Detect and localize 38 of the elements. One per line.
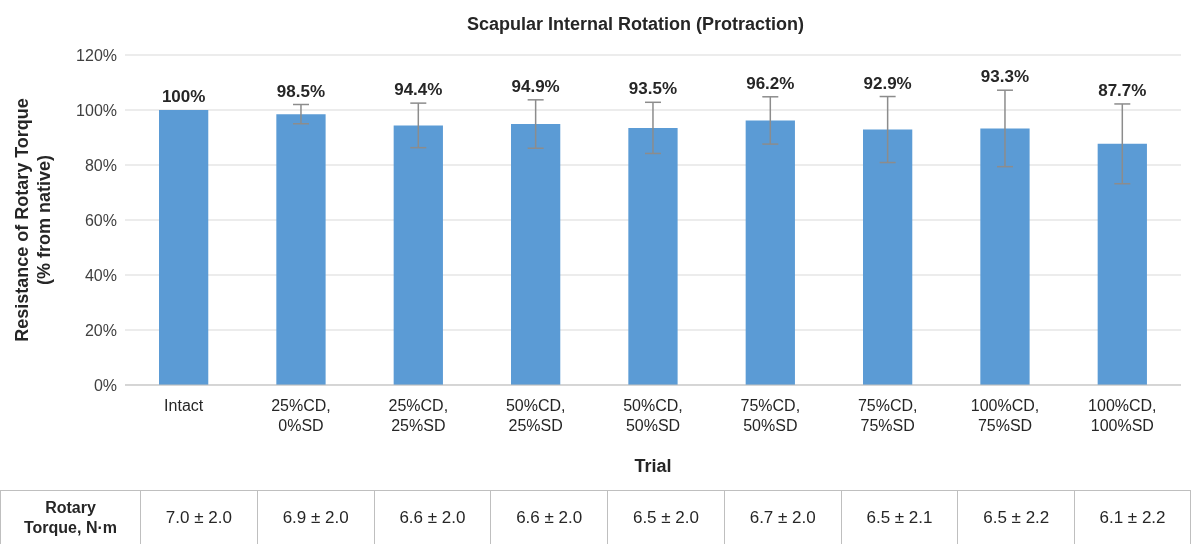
data-label: 87.7%: [1098, 80, 1147, 100]
text: 6.5 ± 2.1: [840, 491, 958, 544]
data-label: 98.5%: [276, 81, 326, 101]
y-tick-label: 40%: [84, 266, 117, 284]
text: 6.6 ± 2.0: [490, 491, 608, 544]
text: 7.0 ± 2.0: [140, 491, 257, 544]
x-tick-label: 50%CD, 50%SD: [623, 397, 683, 434]
data-label: 94.4%: [394, 80, 443, 100]
y-tick-label: 60%: [84, 211, 117, 229]
x-tick-label: 25%CD, 25%SD: [388, 397, 449, 434]
text: Rotary Torque, N·m: [0, 491, 140, 544]
text: 6.5 ± 2.0: [607, 491, 724, 544]
x-tick-label: Intact: [164, 397, 204, 414]
text: 6.1 ± 2.2: [1074, 491, 1191, 544]
text: 6.5 ± 2.2: [957, 491, 1075, 544]
x-tick-label: 100%CD, 100%SD: [1088, 397, 1157, 434]
data-label: 93.5%: [628, 79, 678, 99]
text: 6.9 ± 2.0: [256, 491, 374, 544]
x-tick-label: 75%CD, 50%SD: [740, 397, 801, 434]
text: 6.6 ± 2.0: [373, 491, 491, 544]
data-label: 92.9%: [863, 73, 912, 93]
y-tick-label: 80%: [84, 156, 117, 174]
y-axis-title: Resistance of Rotary Torque (% from native): [12, 98, 54, 342]
x-tick-label: 50%CD, 25%SD: [505, 397, 566, 434]
x-tick-label: 100%CD, 75%SD: [970, 397, 1040, 434]
y-tick-label: 20%: [84, 321, 117, 339]
data-label: 94.9%: [511, 76, 560, 96]
x-tick-label: 25%CD, 0%SD: [271, 397, 331, 434]
text: 6.7 ± 2.0: [723, 491, 841, 544]
chart-title: Scapular Internal Rotation (Protraction): [466, 14, 805, 34]
x-tick-label: 75%CD, 75%SD: [857, 397, 918, 434]
data-label: 93.3%: [980, 67, 1030, 87]
data-label: 96.2%: [746, 73, 795, 93]
y-tick-label: 120%: [76, 46, 117, 64]
data-label: 100%: [161, 87, 206, 106]
x-axis-title: Trial: [634, 456, 672, 476]
y-tick-label: 100%: [76, 101, 117, 119]
y-tick-label: 0%: [93, 376, 117, 394]
